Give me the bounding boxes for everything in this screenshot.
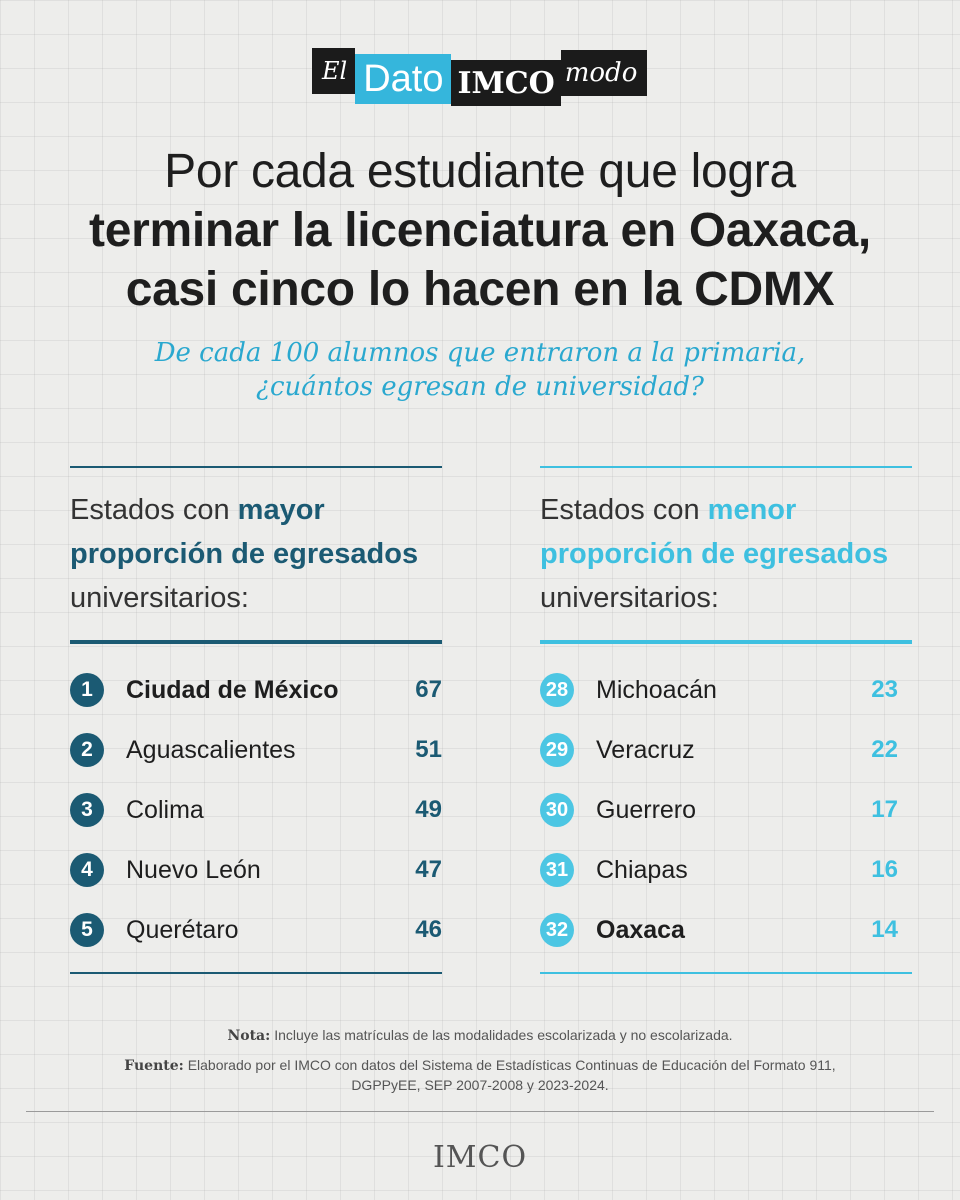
rank-badge: 3 xyxy=(70,793,104,827)
top-states-column: Estados con mayor proporción de egresado… xyxy=(70,466,442,974)
list-item: 2 Aguascalientes 51 xyxy=(70,720,442,780)
state-name: Ciudad de México xyxy=(126,675,339,704)
list-item: 30 Guerrero 17 xyxy=(540,780,912,840)
state-value: 14 xyxy=(871,916,898,943)
bottom-states-heading: Estados con menor proporción de egresado… xyxy=(540,488,912,620)
divider xyxy=(540,972,912,974)
fuente-label: Fuente: xyxy=(124,1058,184,1074)
nota-label: Nota: xyxy=(227,1028,271,1044)
state-value: 46 xyxy=(415,916,442,943)
state-name: Nuevo León xyxy=(126,855,261,884)
heading-accent: proporción de egresados xyxy=(540,538,889,570)
subtitle: De cada 100 alumnos que entraron a la pr… xyxy=(0,336,960,404)
heading-text: Estados con xyxy=(70,494,238,526)
state-name: Aguascalientes xyxy=(126,735,296,764)
subtitle-line-2: ¿cuántos egresan de universidad? xyxy=(256,372,704,402)
state-name: Colima xyxy=(126,795,204,824)
el-dato-imco-modo-logo: El Dato IMCO modo xyxy=(312,48,648,106)
bottom-states-list: 28 Michoacán 23 29 Veracruz 22 30 Guerre… xyxy=(540,660,912,960)
list-item: 5 Querétaro 46 xyxy=(70,900,442,960)
state-value: 23 xyxy=(871,676,898,703)
list-item: 3 Colima 49 xyxy=(70,780,442,840)
fuente-text: Elaborado por el IMCO con datos del Sist… xyxy=(187,1057,836,1093)
rank-badge: 32 xyxy=(540,913,574,947)
state-value: 22 xyxy=(871,736,898,763)
nota: Nota: Incluye las matrículas de las moda… xyxy=(100,1026,860,1046)
state-value: 17 xyxy=(871,796,898,823)
title-line-2: terminar la licenciatura en Oaxaca, xyxy=(89,204,871,257)
heading-text: universitarios: xyxy=(70,582,249,614)
heading-accent: proporción de egresados xyxy=(70,538,419,570)
list-item: 1 Ciudad de México 67 xyxy=(70,660,442,720)
subtitle-line-1: De cada 100 alumnos que entraron a la pr… xyxy=(154,338,806,368)
rank-badge: 4 xyxy=(70,853,104,887)
state-name: Chiapas xyxy=(596,855,688,884)
list-item: 29 Veracruz 22 xyxy=(540,720,912,780)
divider xyxy=(70,640,442,644)
state-value: 67 xyxy=(415,676,442,703)
divider xyxy=(540,640,912,644)
fuente: Fuente: Elaborado por el IMCO con datos … xyxy=(100,1056,860,1095)
logo-imco: IMCO xyxy=(451,60,561,106)
nota-text: Incluye las matrículas de las modalidade… xyxy=(274,1027,733,1043)
state-value: 47 xyxy=(415,856,442,883)
state-value: 49 xyxy=(415,796,442,823)
footer-divider xyxy=(26,1111,934,1112)
divider xyxy=(70,972,442,974)
rank-badge: 30 xyxy=(540,793,574,827)
rank-badge: 28 xyxy=(540,673,574,707)
rank-badge: 31 xyxy=(540,853,574,887)
state-value: 16 xyxy=(871,856,898,883)
state-value: 51 xyxy=(415,736,442,763)
heading-text: universitarios: xyxy=(540,582,719,614)
top-states-heading: Estados con mayor proporción de egresado… xyxy=(70,488,442,620)
rank-badge: 2 xyxy=(70,733,104,767)
state-name: Guerrero xyxy=(596,795,697,824)
list-item: 32 Oaxaca 14 xyxy=(540,900,912,960)
rank-badge: 1 xyxy=(70,673,104,707)
logo-dato: Dato xyxy=(355,54,452,104)
page-title: Por cada estudiante que logra terminar l… xyxy=(0,142,960,319)
footnotes: Nota: Incluye las matrículas de las moda… xyxy=(100,1026,860,1105)
top-states-list: 1 Ciudad de México 67 2 Aguascalientes 5… xyxy=(70,660,442,960)
list-item: 28 Michoacán 23 xyxy=(540,660,912,720)
imco-logo: IMCO xyxy=(432,1140,528,1175)
state-name: Oaxaca xyxy=(596,915,685,944)
rank-badge: 5 xyxy=(70,913,104,947)
list-item: 31 Chiapas 16 xyxy=(540,840,912,900)
divider xyxy=(540,466,912,468)
divider xyxy=(70,466,442,468)
state-name: Michoacán xyxy=(596,675,717,704)
title-line-3: casi cinco lo hacen en la CDMX xyxy=(125,263,835,316)
bottom-states-column: Estados con menor proporción de egresado… xyxy=(540,466,912,974)
state-name: Veracruz xyxy=(596,735,695,764)
state-name: Querétaro xyxy=(126,915,239,944)
list-item: 4 Nuevo León 47 xyxy=(70,840,442,900)
logo-el: El xyxy=(312,48,356,94)
heading-accent: menor xyxy=(707,494,797,526)
heading-text: Estados con xyxy=(540,494,708,526)
rank-badge: 29 xyxy=(540,733,574,767)
heading-accent: mayor xyxy=(237,494,325,526)
logo-modo: modo xyxy=(560,50,648,96)
title-line-1: Por cada estudiante que logra xyxy=(164,145,796,198)
